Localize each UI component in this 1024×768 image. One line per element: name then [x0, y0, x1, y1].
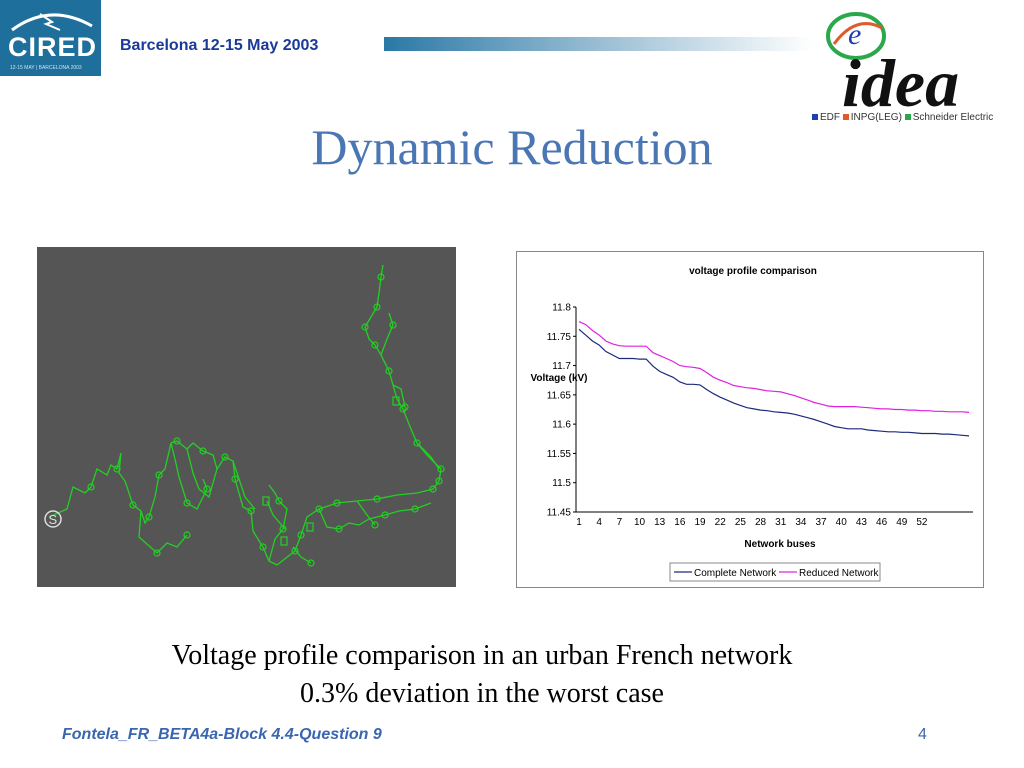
- series-line-reduced-network: [578, 321, 970, 413]
- x-tick-label: 4: [596, 517, 602, 528]
- x-tick-label: 52: [916, 517, 928, 528]
- x-tick-label: 16: [674, 517, 686, 528]
- header-gradient-bar: [384, 37, 814, 51]
- x-tick-label: 31: [775, 517, 787, 528]
- chart-x-ticks: 1 4 7 10 13 16 19 22 25 28 31 34 37 40 43 46 49 52: [576, 517, 928, 528]
- caption-line-2: 0.3% deviation in the worst case: [300, 678, 664, 709]
- idea-logo: e idea: [808, 4, 1024, 126]
- idea-logo-graphic: e idea: [826, 12, 959, 121]
- y-tick-label: 11.55: [547, 449, 572, 460]
- slide-title: Dynamic Reduction: [311, 119, 713, 175]
- x-tick-label: 19: [694, 517, 706, 528]
- x-tick-label: 46: [876, 517, 888, 528]
- chart-legend: [669, 562, 881, 582]
- x-tick-label: 40: [836, 517, 848, 528]
- series-line-complete-network: [578, 328, 970, 437]
- idea-logo-wordmark: idea: [842, 45, 959, 112]
- caption-line-1: Voltage profile comparison in an urban F…: [171, 640, 793, 671]
- idea-logo-letter: e: [848, 18, 861, 51]
- cired-logo-subtext: 12-15 MAY | BARCELONA 2003: [10, 65, 82, 71]
- event-header: Barcelona 12-15 May 2003: [120, 37, 319, 54]
- x-tick-label: 13: [654, 517, 666, 528]
- legend-square-icon: [812, 114, 818, 121]
- network-diagram-graphic: S: [44, 264, 445, 567]
- chart-series-lines: [578, 321, 970, 437]
- y-tick-label: 11.7: [552, 361, 571, 372]
- idea-legend-edf: EDF: [812, 112, 840, 123]
- chart-y-ticks: 11.8 11.75 11.7 11.65 11.6 11.55 11.5 11.45: [547, 303, 576, 519]
- legend-label-reduced: Reduced Network: [799, 568, 879, 579]
- x-tick-label: 49: [896, 517, 908, 528]
- x-tick-label: 25: [735, 517, 747, 528]
- legend-square-icon: [904, 114, 911, 121]
- lightning-arc-icon: [11, 13, 93, 32]
- network-nodes: [87, 273, 445, 567]
- x-tick-label: 43: [856, 517, 868, 528]
- idea-legend: EDF INPG(LEG) Schneider Electric: [812, 112, 993, 123]
- y-tick-label: 11.45: [547, 508, 572, 519]
- cired-logo-text: CIRED: [8, 32, 98, 62]
- y-tick-label: 11.8: [552, 303, 571, 314]
- x-tick-label: 28: [755, 517, 767, 528]
- source-label: S: [49, 512, 58, 527]
- page-number: 4: [918, 726, 927, 743]
- footer-reference: Fontela_FR_BETA4a-Block 4.4-Question 9: [62, 726, 382, 743]
- y-tick-label: 11.75: [547, 332, 572, 343]
- chart-title: voltage profile comparison: [689, 266, 817, 277]
- voltage-chart: voltage profile comparison Voltage (kV) …: [516, 251, 984, 588]
- x-tick-label: 7: [617, 517, 623, 528]
- network-lines: [48, 264, 442, 566]
- legend-label-complete: Complete Network: [694, 568, 777, 579]
- y-tick-label: 11.5: [552, 478, 571, 489]
- idea-legend-inpg: INPG(LEG): [842, 112, 902, 123]
- cired-logo: CIRED 12-15 MAY | BARCELONA 2003: [0, 0, 101, 76]
- x-tick-label: 1: [576, 517, 582, 528]
- y-tick-label: 11.65: [547, 390, 572, 401]
- source-node-icon: [44, 510, 62, 528]
- x-tick-label: 37: [816, 517, 828, 528]
- idea-legend-schneider: Schneider Electric: [904, 112, 993, 123]
- x-tick-label: 10: [634, 517, 646, 528]
- network-diagram: S: [37, 247, 456, 587]
- legend-square-icon: [842, 114, 849, 121]
- y-tick-label: 11.6: [552, 420, 571, 431]
- x-tick-label: 22: [715, 517, 727, 528]
- x-tick-label: 34: [795, 517, 807, 528]
- chart-y-axis-label: Voltage (kV): [530, 373, 587, 384]
- chart-x-axis-label: Network buses: [744, 539, 816, 550]
- voltage-chart-svg: voltage profile comparison Voltage (kV) …: [530, 266, 973, 582]
